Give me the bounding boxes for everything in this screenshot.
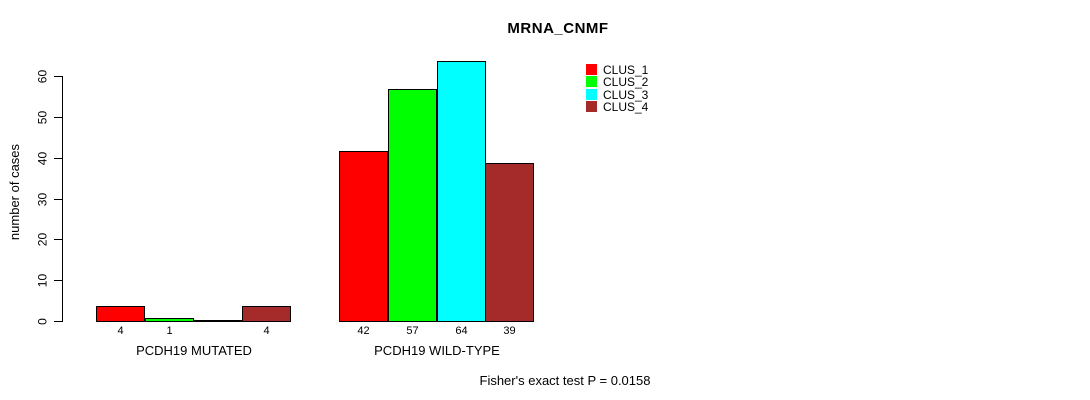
legend-label: CLUS_2	[603, 75, 649, 89]
y-tick-mark	[54, 117, 62, 118]
y-tick-label: 60	[35, 69, 50, 84]
y-axis-label: number of cases	[7, 143, 22, 241]
footnote-text: Fisher's exact test P = 0.0158	[479, 373, 651, 388]
group-label: PCDH19 WILD-TYPE	[374, 343, 500, 358]
y-tick-mark	[54, 76, 62, 77]
y-tick-label: 40	[35, 151, 50, 166]
y-axis-line	[62, 76, 63, 322]
group-label: PCDH19 MUTATED	[136, 343, 252, 358]
legend-swatch	[586, 101, 597, 112]
legend-label: CLUS_3	[603, 88, 649, 102]
bar-clus-3	[194, 320, 243, 322]
bar-clus-1	[339, 151, 388, 322]
bar-value-label: 4	[263, 325, 270, 337]
y-tick-mark	[54, 199, 62, 200]
bar-value-label: 57	[406, 325, 419, 337]
y-tick-label: 0	[35, 318, 50, 325]
bar-clus-1	[96, 306, 145, 322]
legend-label: CLUS_4	[603, 100, 649, 114]
y-tick-mark	[54, 239, 62, 240]
bar-clus-2	[145, 318, 194, 322]
legend-swatch	[586, 89, 597, 100]
bar-value-label: 39	[503, 325, 516, 337]
bar-value-label: 1	[166, 325, 173, 337]
chart-title: MRNA_CNMF	[507, 20, 609, 37]
y-tick-label: 50	[35, 110, 50, 125]
bar-value-label: 64	[455, 325, 468, 337]
legend-swatch	[586, 76, 597, 87]
y-tick-label: 10	[35, 273, 50, 288]
y-tick-mark	[54, 158, 62, 159]
bar-clus-4	[242, 306, 291, 322]
bar-clus-4	[485, 163, 534, 322]
bar-clus-2	[388, 89, 437, 322]
bar-value-label: 4	[117, 325, 124, 337]
legend-label: CLUS_1	[603, 63, 649, 77]
y-tick-mark	[54, 321, 62, 322]
y-tick-label: 20	[35, 232, 50, 247]
bar-value-label: 42	[357, 325, 370, 337]
y-tick-label: 30	[35, 192, 50, 207]
y-tick-mark	[54, 280, 62, 281]
legend-swatch	[586, 64, 597, 75]
bar-clus-3	[437, 61, 486, 322]
